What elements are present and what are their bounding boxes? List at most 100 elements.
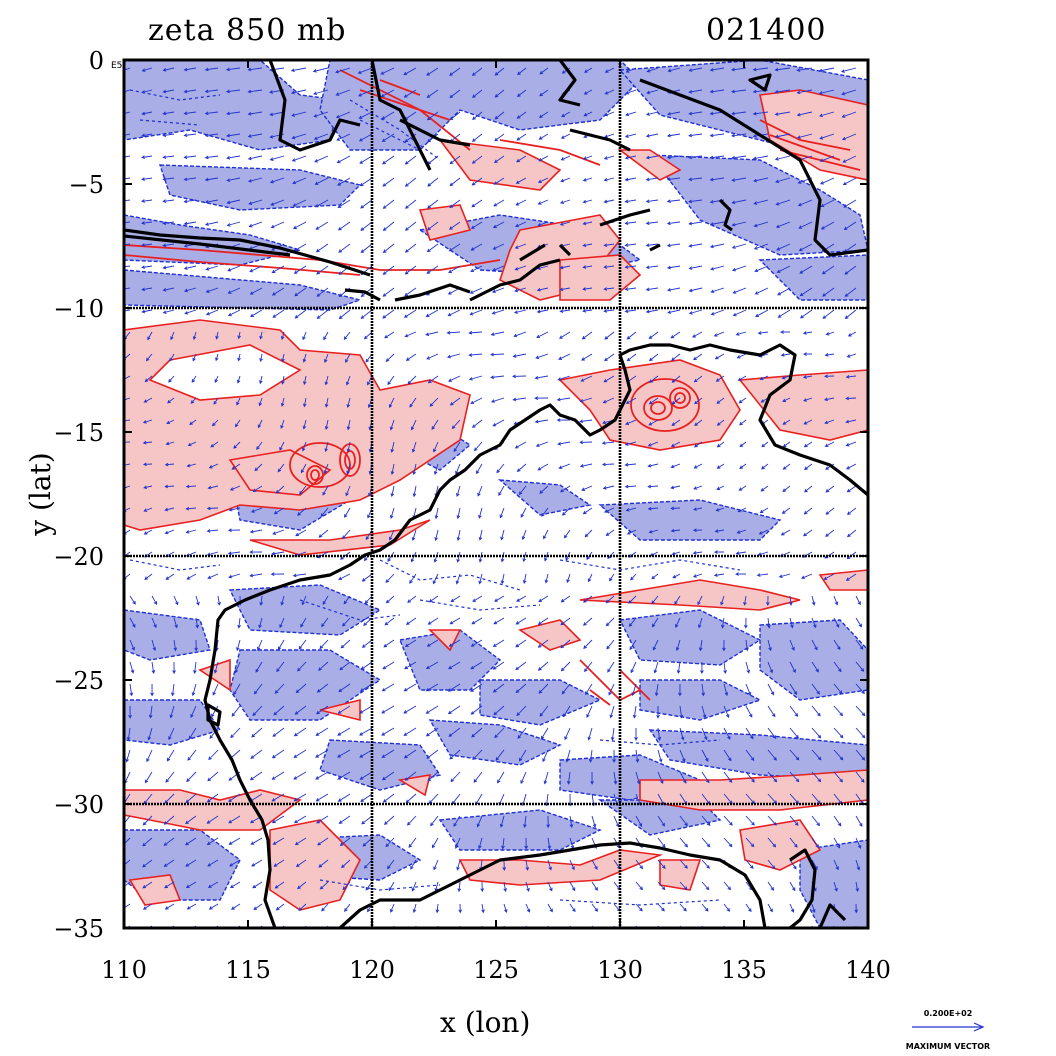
wind-vector-arrow bbox=[204, 221, 219, 226]
wind-vector-arrow bbox=[499, 507, 505, 519]
wind-vector-arrow bbox=[315, 749, 329, 758]
wind-vector-arrow bbox=[471, 199, 483, 208]
wind-vector-arrow bbox=[647, 484, 659, 489]
wind-vector-arrow bbox=[457, 881, 462, 893]
wind-vector-arrow bbox=[515, 639, 527, 648]
wind-vector-arrow bbox=[269, 155, 285, 161]
wind-vector-arrow bbox=[645, 221, 659, 226]
wind-vector-arrow bbox=[754, 265, 769, 273]
wind-vector-arrow bbox=[275, 903, 285, 911]
wind-vector-arrow bbox=[129, 595, 136, 605]
wind-vector-arrow bbox=[204, 199, 219, 204]
wind-vector-arrow bbox=[236, 397, 241, 406]
wind-vector-arrow bbox=[250, 749, 263, 759]
wind-vector-arrow bbox=[162, 199, 175, 203]
wind-vector-arrow bbox=[843, 221, 857, 231]
wind-vector-arrow bbox=[472, 89, 483, 98]
wind-vector-arrow bbox=[388, 529, 395, 541]
wind-vector-arrow bbox=[694, 397, 703, 405]
wind-vector-arrow bbox=[336, 155, 351, 164]
lat-lon-gridlines bbox=[124, 60, 868, 928]
wind-vector-arrow bbox=[382, 661, 395, 670]
wind-vector-arrow bbox=[657, 749, 663, 763]
y-tick-label: −35 bbox=[53, 915, 104, 943]
wind-vector-arrow bbox=[582, 221, 593, 226]
wind-vector-arrow bbox=[412, 463, 417, 476]
wind-vector-arrow bbox=[146, 749, 153, 763]
wind-vector-arrow bbox=[389, 903, 395, 913]
wind-vector-arrow bbox=[635, 749, 640, 763]
x-tick-label: 135 bbox=[721, 956, 767, 984]
wind-vector-arrow bbox=[231, 463, 241, 470]
wind-vector-arrow bbox=[580, 375, 593, 382]
wind-vector-arrow bbox=[796, 133, 813, 139]
wind-vector-arrow bbox=[754, 287, 769, 295]
wind-vector-arrow bbox=[500, 573, 505, 585]
wind-vector-arrow bbox=[162, 111, 175, 116]
wind-vector-arrow bbox=[709, 177, 725, 182]
wind-vector-arrow bbox=[624, 462, 637, 467]
wind-vector-arrow bbox=[731, 111, 747, 116]
wind-vector-arrow bbox=[701, 903, 709, 912]
wind-vector-arrow bbox=[338, 683, 351, 693]
wind-vector-arrow bbox=[560, 133, 571, 139]
wind-vector-arrow bbox=[382, 793, 395, 803]
wind-vector-arrow bbox=[248, 199, 263, 206]
wind-vector-arrow bbox=[186, 771, 197, 783]
wind-vector-arrow bbox=[490, 375, 505, 380]
wind-vector-arrow bbox=[492, 683, 505, 693]
wind-vector-arrow bbox=[340, 639, 351, 649]
wind-vector-arrow bbox=[657, 815, 666, 827]
wind-vector-arrow bbox=[236, 639, 241, 652]
wind-vector-arrow bbox=[315, 727, 329, 736]
wind-vector-arrow bbox=[185, 837, 197, 846]
wind-vector-arrow bbox=[745, 837, 755, 848]
wind-vector-arrow bbox=[845, 573, 857, 581]
wind-vector-arrow bbox=[778, 573, 791, 579]
wind-vector-arrow bbox=[811, 727, 822, 739]
wind-vector-arrow bbox=[672, 573, 681, 579]
wind-vector-arrow bbox=[846, 463, 857, 470]
wind-vector-arrow bbox=[767, 903, 773, 913]
wind-vector-arrow bbox=[841, 133, 857, 141]
wind-vector-arrow bbox=[360, 243, 373, 253]
wind-vector-arrow bbox=[435, 903, 440, 914]
wind-vector-arrow bbox=[645, 177, 659, 182]
wind-vector-arrow bbox=[205, 265, 219, 271]
wind-vector-arrow bbox=[675, 617, 681, 629]
wind-vector-arrow bbox=[855, 859, 861, 871]
wind-vector-arrow bbox=[625, 507, 637, 512]
wind-vector-arrow bbox=[294, 287, 307, 297]
wind-vector-arrow bbox=[855, 837, 862, 849]
wind-vector-arrow bbox=[612, 749, 616, 763]
wind-vector-arrow bbox=[144, 771, 153, 784]
wind-vector-arrow bbox=[789, 727, 799, 739]
wind-vector-arrow bbox=[539, 67, 549, 75]
wind-vector-arrow bbox=[604, 89, 615, 95]
wind-vector-arrow bbox=[406, 815, 417, 826]
wind-vector-arrow bbox=[295, 529, 307, 537]
wind-vector-arrow bbox=[761, 463, 769, 470]
wind-vector-arrow bbox=[249, 529, 263, 534]
wind-vector-arrow bbox=[613, 815, 620, 828]
wind-vector-arrow bbox=[656, 706, 660, 719]
wind-vector-arrow bbox=[188, 727, 197, 740]
wind-vector-arrow bbox=[833, 749, 844, 761]
wind-vector-arrow bbox=[471, 177, 483, 186]
wind-vector-arrow bbox=[521, 529, 527, 541]
wind-vector-arrow bbox=[259, 331, 263, 340]
wind-vector-arrow bbox=[735, 331, 747, 336]
wind-vector-arrow bbox=[739, 463, 747, 469]
wind-vector-arrow bbox=[591, 881, 598, 891]
wind-vector-arrow bbox=[150, 683, 154, 697]
wind-vector-arrow bbox=[167, 397, 175, 404]
wind-vector-arrow bbox=[227, 551, 241, 556]
wind-vector-arrow bbox=[624, 243, 637, 247]
wind-vector-arrow bbox=[277, 639, 285, 651]
wind-vector-arrow bbox=[701, 859, 710, 869]
wind-vector-arrow bbox=[774, 67, 791, 72]
wind-vector-arrow bbox=[609, 573, 615, 582]
wind-vector-arrow bbox=[294, 837, 307, 846]
wind-vector-arrow bbox=[515, 221, 527, 228]
wind-vector-arrow bbox=[607, 661, 615, 673]
